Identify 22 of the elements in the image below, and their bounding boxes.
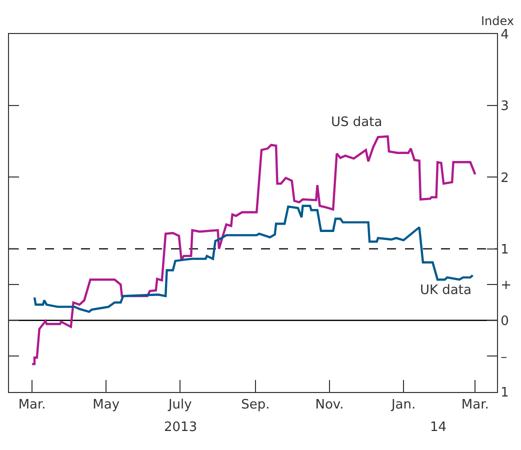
series-label: UK data bbox=[420, 283, 472, 298]
x-tick-label: Nov. bbox=[315, 398, 344, 413]
line-series bbox=[30, 135, 476, 366]
y-tick-label: 0 bbox=[500, 314, 509, 329]
x-tick-label: Mar. bbox=[461, 398, 489, 413]
y-tick-label: 1 bbox=[500, 242, 509, 258]
series-label: US data bbox=[331, 115, 382, 130]
x-tick-label: Sep. bbox=[241, 398, 270, 413]
y-axis-title: Index bbox=[481, 14, 514, 28]
y-tick-label: 3 bbox=[500, 99, 509, 114]
y-tick-label: – bbox=[500, 350, 508, 365]
y-tick-label: 2 bbox=[500, 170, 509, 186]
x-tick-label: Jan. bbox=[390, 398, 416, 413]
line-series bbox=[33, 204, 474, 313]
y-tick-label: 4 bbox=[500, 28, 509, 43]
text: 14 bbox=[430, 420, 447, 435]
x-tick-label: July bbox=[167, 398, 192, 413]
text: 2013 bbox=[164, 420, 198, 435]
y-tick-label: 1 bbox=[500, 386, 509, 401]
x-tick-label: Mar. bbox=[18, 398, 46, 413]
x-tick-label: May bbox=[92, 398, 120, 413]
y-tick-label: + bbox=[500, 278, 512, 294]
